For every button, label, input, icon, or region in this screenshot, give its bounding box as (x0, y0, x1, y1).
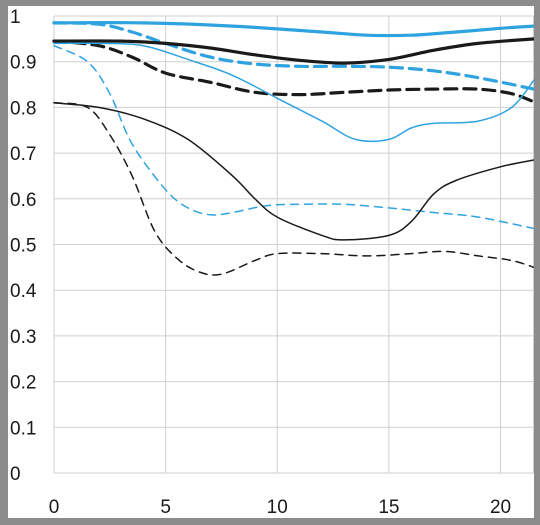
y-tick-label: 0.6 (10, 190, 36, 211)
series-line-8 (53, 102, 534, 276)
y-tick-label: 0.1 (10, 418, 36, 439)
y-tick-label: 1 (10, 7, 21, 28)
series-line-3 (52, 37, 534, 65)
chart-frame: 0 0.1 0.2 0.3 0.4 0.5 0.6 0.7 0.8 0.9 1 0 5 10 15 20 (8, 6, 534, 518)
x-tick-label: 5 (160, 497, 171, 518)
x-tick-label: 10 (267, 497, 288, 518)
y-tick-label: 0 (10, 464, 21, 485)
y-tick-label: 0.7 (10, 144, 36, 165)
tick-labels: 00.10.20.30.40.50.60.70.80.910 5 10 15 20 (10, 7, 511, 518)
y-tick-label: 0.9 (10, 53, 36, 74)
grid (53, 15, 534, 474)
y-tick-label: 0.2 (10, 373, 36, 394)
series-line-7 (53, 102, 534, 241)
series-line-5 (53, 42, 534, 142)
x-tick-label: 20 (490, 497, 511, 518)
mtf-line-chart: 00.10.20.30.40.50.60.70.80.910 5 10 15 20 (10, 7, 534, 518)
series-line-6 (53, 44, 534, 230)
y-tick-label: 0.3 (10, 327, 36, 348)
y-tick-label: 0.4 (10, 281, 37, 302)
series-line-1 (52, 21, 534, 38)
y-tick-label: 0.8 (10, 98, 36, 119)
series-line-4 (52, 39, 534, 104)
y-tick-label: 0.5 (10, 236, 36, 257)
x-tick-label: 0 (49, 497, 60, 518)
series-lines (52, 21, 534, 276)
x-tick-label: 15 (378, 497, 399, 518)
series-line-2 (52, 21, 534, 91)
